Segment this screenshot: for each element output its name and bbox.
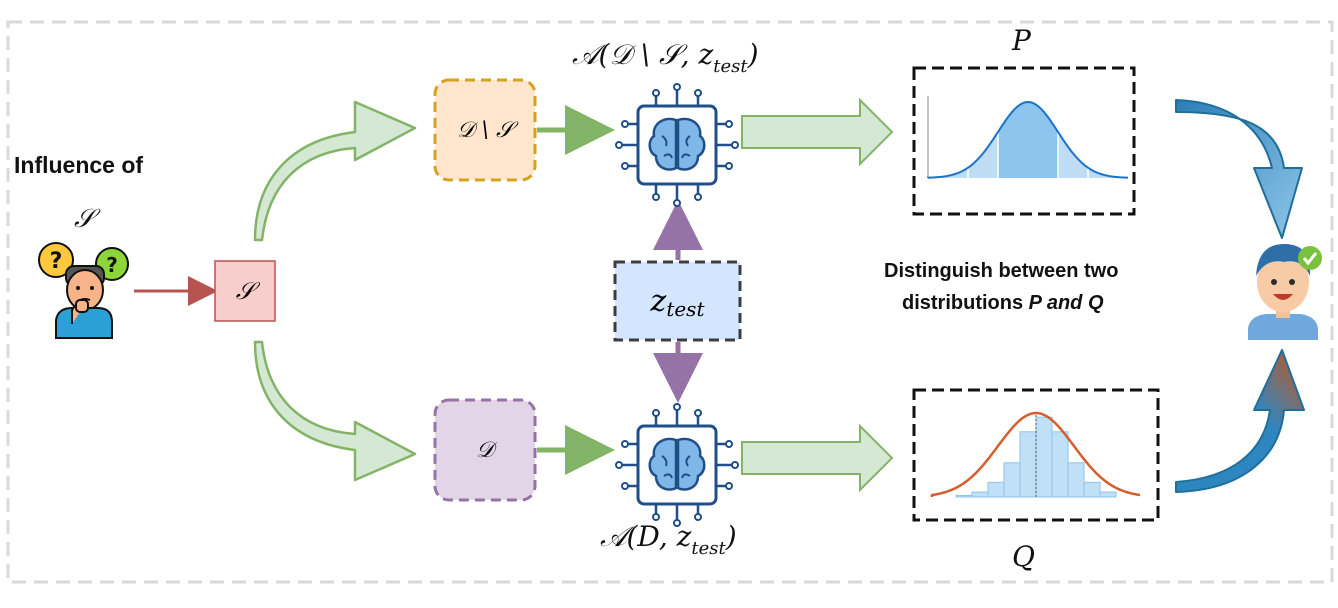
s-box <box>214 260 276 322</box>
svg-text:?: ? <box>50 249 63 274</box>
d-box <box>433 398 537 502</box>
distinguish-line-1: Distinguish between two <box>884 260 1119 282</box>
model-top-label: 𝒜(𝒟 \ 𝒮, ztest) <box>572 38 759 77</box>
influence-of-label: Influence of <box>14 152 144 178</box>
ai-brain-chip-icon <box>615 403 739 527</box>
svg-text:?: ? <box>106 253 118 277</box>
z-test-subscript: test <box>666 297 705 321</box>
happy-person-check-icon <box>1248 244 1322 340</box>
z-test-main: z <box>650 283 667 319</box>
p-distribution-plot <box>927 96 1129 179</box>
curved-arrow-q-to-person <box>1175 349 1305 493</box>
d-minus-s-box <box>433 78 537 182</box>
curved-arrow-up <box>253 100 417 242</box>
model-bottom-prefix: 𝒜(D, z <box>600 520 692 553</box>
z-test-label: z test <box>615 262 740 340</box>
d-minus-s-label: 𝒟 \ 𝒮 <box>457 117 513 143</box>
model-bottom-label: 𝒜(D, ztest) <box>600 520 737 559</box>
model-bottom-sub: test <box>691 538 726 559</box>
model-top-prefix: 𝒜(𝒟 \ 𝒮, z <box>572 38 714 71</box>
q-distribution-plot <box>930 411 1141 498</box>
d-label: 𝒟 <box>476 437 494 463</box>
p-label: P <box>1012 24 1031 57</box>
q-label: Q <box>1012 540 1035 573</box>
model-top-suffix: ) <box>747 38 759 71</box>
curved-arrow-down <box>253 340 417 482</box>
model-top-sub: test <box>713 56 748 77</box>
thinking-person-icon: ? ? <box>38 242 129 339</box>
outer-frame <box>6 20 1334 584</box>
arrow-model-to-p <box>741 97 894 167</box>
distinguish-line-2-italic: P and Q <box>1028 292 1104 314</box>
distinguish-line-2: distributions P and Q <box>902 292 1104 315</box>
model-bottom-suffix: ) <box>725 520 737 553</box>
s-box-label: 𝒮 <box>235 277 255 305</box>
ai-brain-chip-icon <box>615 83 739 207</box>
curved-arrow-p-to-person <box>1175 99 1303 239</box>
influence-set-symbol: 𝒮 <box>74 204 95 234</box>
distinguish-line-2-plain: distributions <box>902 292 1029 314</box>
arrow-model-to-q <box>741 423 894 493</box>
z-test-box <box>613 260 742 342</box>
